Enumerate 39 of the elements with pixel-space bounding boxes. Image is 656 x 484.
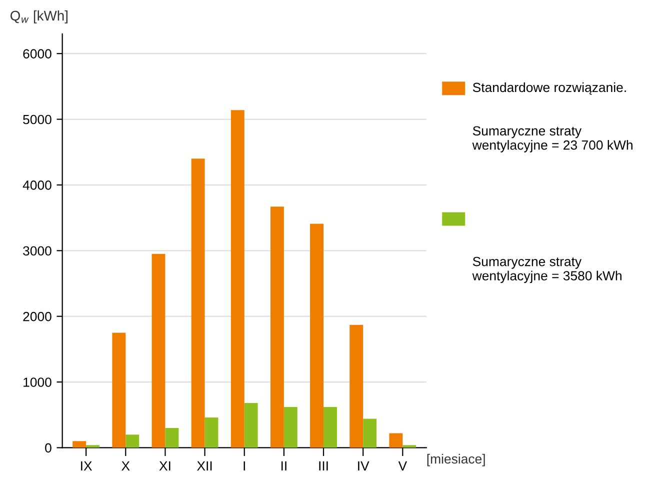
- bar: [204, 417, 218, 448]
- bar: [86, 445, 100, 448]
- y-tick-label: 1000: [24, 378, 52, 387]
- x-tick-label: III: [319, 461, 328, 470]
- bar: [324, 406, 337, 448]
- y-axis-title: Q$_{w}$ [kWh]: [10, 10, 68, 24]
- bar: [389, 433, 403, 448]
- x-tick-label: V: [398, 461, 407, 470]
- text: Sumaryczne straty wentylacyjne = 23 700 kWh: [472, 126, 632, 152]
- y-tick-label: 0: [45, 443, 52, 453]
- legend-label: Standardowe rozwiązanie.: [472, 82, 626, 95]
- y-tick-label: 6000: [23, 49, 52, 58]
- x-tick-label: XI: [159, 461, 170, 470]
- bar: [126, 434, 140, 448]
- y-tick-label: 4000: [22, 180, 52, 190]
- bar: [310, 224, 324, 448]
- bar: [244, 403, 258, 448]
- x-tick-label: IX: [81, 461, 92, 470]
- x-tick-label: II: [281, 461, 286, 470]
- y-tick-label: 3000: [23, 246, 52, 256]
- x-axis-title: [miesiace]: [427, 454, 485, 466]
- y-tick-label: 2000: [23, 312, 52, 322]
- bar: [72, 441, 86, 448]
- bar: [270, 206, 284, 448]
- bar: [363, 418, 377, 448]
- x-tick-label: IV: [358, 461, 370, 470]
- bar: [165, 428, 179, 448]
- bar: [284, 406, 298, 448]
- x-tick-label: XII: [197, 461, 212, 470]
- bar: [230, 110, 244, 448]
- y-tick-label: 5000: [23, 114, 52, 124]
- bar: [402, 445, 416, 448]
- x-tick-label: X: [122, 461, 130, 470]
- bar: [152, 254, 166, 448]
- bar: [350, 324, 364, 448]
- bar: [191, 158, 205, 448]
- x-tick-label: I: [244, 461, 245, 470]
- text: Sumaryczne straty wentylacyjne = 3580 kWh: [472, 256, 622, 284]
- bar: [112, 332, 126, 448]
